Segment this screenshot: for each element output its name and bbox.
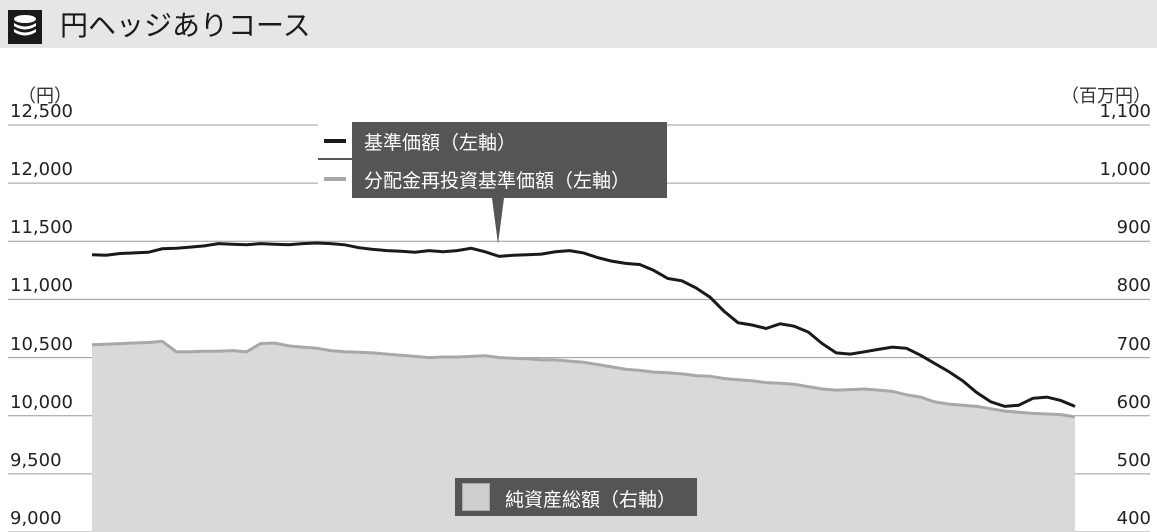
net-assets-area [92,341,1075,532]
right-axis-unit: （百万円） [1061,86,1151,107]
right-axis-tick-label: 1,000 [1099,159,1151,181]
right-axis-tick-label: 700 [1116,333,1151,355]
reinvested-nav-line [91,339,1076,419]
coins-stack-icon [8,10,42,44]
legend-label-reinvested: 分配金再投資基準価額（左軸） [364,170,631,192]
right-axis-tick-label: 900 [1116,217,1151,239]
legend-lines: 基準価額（左軸） 分配金再投資基準価額（左軸） [318,122,667,198]
legend-item-nav: 基準価額（左軸） [318,122,667,160]
left-axis-unit: （円） [18,86,72,107]
left-axis-tick-label: 12,500 [10,101,73,122]
legend-swatch-reinvested [318,160,352,198]
legend-swatch-nav [318,122,352,158]
right-axis-tick-label: 500 [1116,449,1151,471]
left-axis-tick-label: 11,500 [10,217,73,239]
right-axis-tick-label: 800 [1116,275,1151,297]
nav-line [91,241,1076,408]
title-bar: 円ヘッジありコース [0,0,1157,48]
left-axis-tick-label: 10,500 [10,333,73,355]
legend-swatch-net-assets [462,483,490,511]
legend-label-net-assets: 純資産総額（右軸） [505,489,677,511]
legend-pointer [492,198,504,244]
right-axis-tick-label: 1,100 [1099,101,1151,122]
legend-area: 純資産総額（右軸） [455,478,697,516]
page-title: 円ヘッジありコース [60,9,311,42]
right-axis-tick-label: 600 [1116,391,1151,413]
left-axis-tick-label: 9,000 [10,508,62,529]
right-axis-tick-label: 400 [1116,508,1151,529]
legend-item-reinvested: 分配金再投資基準価額（左軸） [318,160,667,198]
left-axis-tick-label: 10,000 [10,391,73,413]
left-axis-tick-label: 9,500 [10,449,62,471]
left-axis-tick-label: 11,000 [10,275,73,297]
left-axis-tick-label: 12,000 [10,159,73,181]
legend-label-nav: 基準価額（左軸） [364,132,517,154]
chart-plot [8,124,1150,532]
